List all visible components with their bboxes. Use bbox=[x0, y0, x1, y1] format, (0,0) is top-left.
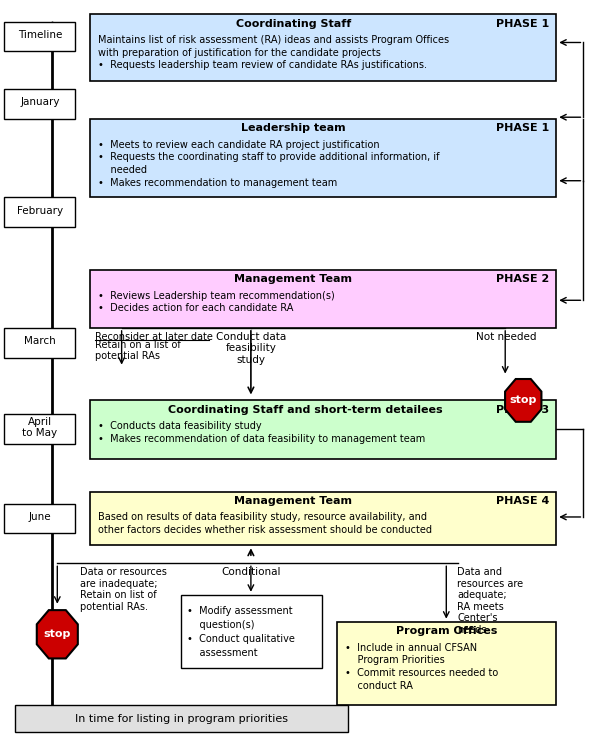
Text: with preparation of justification for the candidate projects: with preparation of justification for th… bbox=[98, 48, 381, 58]
FancyBboxPatch shape bbox=[4, 328, 75, 358]
Text: Retain on a list of
potential RAs: Retain on a list of potential RAs bbox=[95, 340, 181, 362]
FancyBboxPatch shape bbox=[91, 400, 556, 459]
Text: stop: stop bbox=[43, 629, 71, 639]
Polygon shape bbox=[505, 379, 541, 422]
FancyBboxPatch shape bbox=[91, 270, 556, 328]
FancyBboxPatch shape bbox=[91, 118, 556, 197]
Text: conduct RA: conduct RA bbox=[345, 680, 413, 691]
Text: other factors decides whether risk assessment should be conducted: other factors decides whether risk asses… bbox=[98, 525, 432, 536]
Text: Leadership team: Leadership team bbox=[241, 124, 345, 134]
Text: April
to May: April to May bbox=[22, 416, 57, 438]
Text: •  Makes recommendation of data feasibility to management team: • Makes recommendation of data feasibili… bbox=[98, 434, 425, 444]
Text: January: January bbox=[20, 98, 60, 107]
FancyBboxPatch shape bbox=[4, 197, 75, 227]
FancyBboxPatch shape bbox=[4, 22, 75, 52]
Text: Conditional: Conditional bbox=[221, 567, 281, 577]
Text: Coordinating Staff: Coordinating Staff bbox=[236, 19, 351, 28]
Text: PHASE 1: PHASE 1 bbox=[496, 19, 549, 28]
Text: •  Commit resources needed to: • Commit resources needed to bbox=[345, 668, 498, 678]
Text: Maintains list of risk assessment (RA) ideas and assists Program Offices: Maintains list of risk assessment (RA) i… bbox=[98, 35, 449, 45]
Text: Conduct data
feasibility
study: Conduct data feasibility study bbox=[216, 332, 286, 364]
Text: •  Requests leadership team review of candidate RAs justifications.: • Requests leadership team review of can… bbox=[98, 61, 427, 70]
Text: June: June bbox=[28, 512, 51, 522]
Text: Management Team: Management Team bbox=[234, 274, 352, 284]
Text: Management Team: Management Team bbox=[234, 496, 352, 506]
Text: •  Requests the coordinating staff to provide additional information, if: • Requests the coordinating staff to pro… bbox=[98, 152, 440, 162]
Text: stop: stop bbox=[510, 395, 537, 406]
Text: •  Reviews Leadership team recommendation(s): • Reviews Leadership team recommendation… bbox=[98, 290, 335, 301]
Text: Timeline: Timeline bbox=[18, 30, 62, 40]
Text: PHASE 4: PHASE 4 bbox=[496, 496, 549, 506]
Text: question(s): question(s) bbox=[187, 620, 254, 630]
Text: •  Modify assessment: • Modify assessment bbox=[187, 606, 292, 616]
Text: Data or resources
are inadequate;
Retain on list of
potential RAs.: Data or resources are inadequate; Retain… bbox=[80, 567, 167, 612]
Text: Based on results of data feasibility study, resource availability, and: Based on results of data feasibility stu… bbox=[98, 512, 427, 523]
Text: •  Makes recommendation to management team: • Makes recommendation to management tea… bbox=[98, 178, 338, 188]
FancyBboxPatch shape bbox=[14, 705, 349, 732]
FancyBboxPatch shape bbox=[337, 622, 556, 705]
Text: Program Offices: Program Offices bbox=[396, 626, 497, 636]
Text: Data and
resources are
adequate;
RA meets
Center's
needs: Data and resources are adequate; RA meet… bbox=[457, 567, 523, 635]
Text: needed: needed bbox=[98, 165, 147, 175]
Text: PHASE 3: PHASE 3 bbox=[496, 405, 549, 415]
Text: In time for listing in program priorities: In time for listing in program prioritie… bbox=[75, 714, 288, 724]
FancyBboxPatch shape bbox=[4, 414, 75, 444]
FancyBboxPatch shape bbox=[4, 88, 75, 118]
Text: PHASE 1: PHASE 1 bbox=[496, 124, 549, 134]
Text: Program Priorities: Program Priorities bbox=[345, 656, 445, 665]
Text: PHASE 2: PHASE 2 bbox=[496, 274, 549, 284]
Text: •  Meets to review each candidate RA project justification: • Meets to review each candidate RA proj… bbox=[98, 140, 380, 150]
Text: Not needed: Not needed bbox=[477, 332, 537, 342]
Text: March: March bbox=[24, 336, 56, 346]
Text: •  Include in annual CFSAN: • Include in annual CFSAN bbox=[345, 643, 477, 652]
FancyBboxPatch shape bbox=[91, 14, 556, 81]
Text: •  Decides action for each candidate RA: • Decides action for each candidate RA bbox=[98, 303, 294, 313]
Text: •  Conduct qualitative: • Conduct qualitative bbox=[187, 634, 294, 644]
FancyBboxPatch shape bbox=[91, 491, 556, 545]
Text: February: February bbox=[17, 206, 63, 215]
Text: assessment: assessment bbox=[187, 649, 257, 658]
Text: •  Conducts data feasibility study: • Conducts data feasibility study bbox=[98, 422, 262, 431]
FancyBboxPatch shape bbox=[4, 503, 75, 533]
Text: Reconsider at later date: Reconsider at later date bbox=[95, 332, 213, 342]
Text: Coordinating Staff and short-term detailees: Coordinating Staff and short-term detail… bbox=[168, 405, 443, 415]
Polygon shape bbox=[37, 610, 78, 658]
FancyBboxPatch shape bbox=[181, 595, 322, 668]
